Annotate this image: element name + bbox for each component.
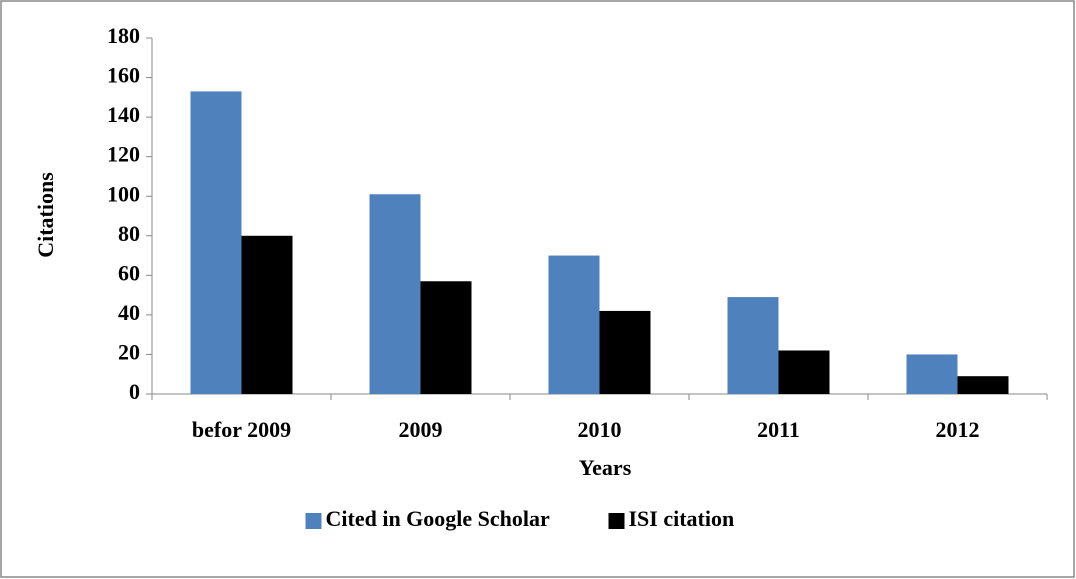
y-tick-label: 60 bbox=[118, 260, 140, 285]
x-tick-label: 2012 bbox=[936, 417, 980, 442]
x-tick-label: 2011 bbox=[757, 417, 800, 442]
bar bbox=[906, 354, 958, 394]
y-axis-label: Citations bbox=[33, 172, 58, 258]
x-tick-label: 2010 bbox=[578, 417, 622, 442]
x-tick-label: 2009 bbox=[399, 417, 443, 442]
y-tick-label: 180 bbox=[107, 23, 140, 48]
y-tick-label: 140 bbox=[107, 102, 140, 127]
y-tick-label: 40 bbox=[118, 300, 140, 325]
y-tick-label: 160 bbox=[107, 63, 140, 88]
bar bbox=[241, 235, 293, 394]
bar bbox=[778, 350, 830, 394]
bar bbox=[727, 297, 779, 394]
bar bbox=[190, 91, 242, 395]
y-tick-label: 0 bbox=[129, 379, 140, 404]
bar bbox=[599, 310, 651, 394]
bar bbox=[548, 255, 600, 394]
legend-label: ISI citation bbox=[629, 506, 735, 531]
legend-swatch bbox=[305, 513, 322, 529]
y-tick-label: 20 bbox=[118, 339, 140, 364]
x-axis-label: Years bbox=[579, 455, 632, 480]
y-tick-label: 100 bbox=[107, 181, 140, 206]
y-tick-label: 80 bbox=[118, 221, 140, 246]
legend-label: Cited in Google Scholar bbox=[326, 506, 551, 531]
bar bbox=[369, 194, 421, 394]
x-tick-label: befor 2009 bbox=[192, 417, 291, 442]
y-tick-label: 120 bbox=[107, 142, 140, 167]
legend-swatch bbox=[608, 513, 625, 529]
bar bbox=[420, 281, 472, 394]
bar bbox=[957, 376, 1009, 394]
